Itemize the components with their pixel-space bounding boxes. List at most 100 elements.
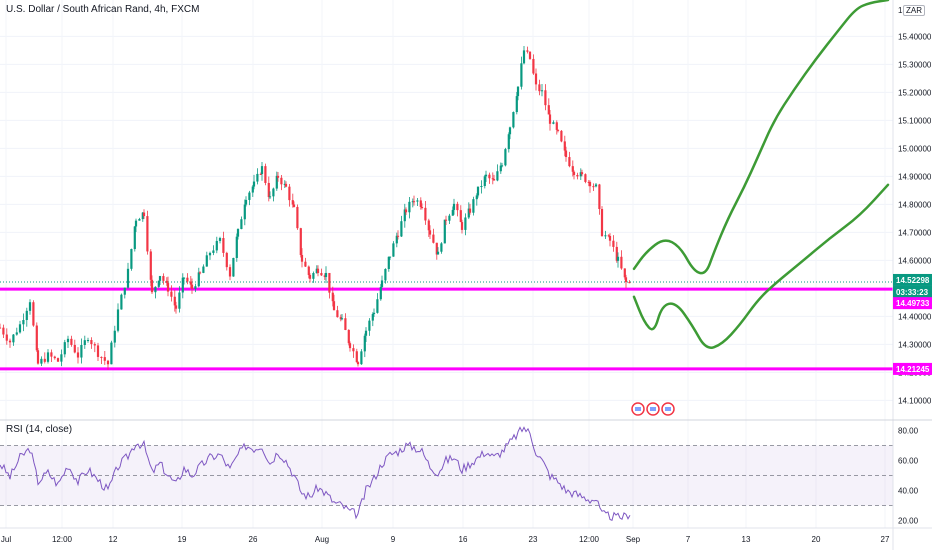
candle-body bbox=[36, 350, 40, 364]
candle-body bbox=[283, 183, 286, 185]
candle-body bbox=[380, 280, 384, 288]
event-badges bbox=[631, 402, 675, 416]
candle-body bbox=[347, 329, 350, 344]
candle-body bbox=[592, 186, 595, 188]
time-tick-label: 27 bbox=[881, 535, 890, 544]
candle-body bbox=[174, 305, 178, 309]
candle-body bbox=[252, 181, 256, 187]
candle-body bbox=[248, 192, 251, 200]
candle-body bbox=[356, 362, 360, 365]
candle-body bbox=[555, 122, 558, 130]
candle-body bbox=[222, 238, 225, 253]
price-tick-label: 14.80000 bbox=[898, 200, 932, 209]
currency-badge[interactable]: ZAR bbox=[903, 5, 925, 16]
candle-body bbox=[538, 84, 541, 92]
candle-body bbox=[215, 240, 218, 251]
candle-body bbox=[624, 277, 628, 283]
candle-body bbox=[149, 251, 152, 280]
candle-body bbox=[371, 314, 374, 321]
time-tick-label: 26 bbox=[249, 535, 258, 544]
candle-body bbox=[363, 335, 366, 352]
candle-body bbox=[307, 266, 310, 275]
time-tick-label: Jul bbox=[1, 535, 11, 544]
level-label-lower: 14.21245 bbox=[896, 365, 930, 374]
candle-body bbox=[403, 209, 406, 222]
last-price-label-bg bbox=[893, 273, 932, 286]
projection-curve-2 bbox=[632, 183, 890, 349]
candle-body bbox=[400, 221, 403, 237]
last-price-label: 14.52298 bbox=[896, 276, 930, 285]
candle-body bbox=[198, 272, 202, 274]
candle-body bbox=[154, 286, 157, 293]
candle-body bbox=[60, 354, 63, 362]
candle-body bbox=[324, 272, 328, 278]
candle-body bbox=[515, 96, 518, 113]
candle-body bbox=[100, 356, 103, 358]
candle-body bbox=[432, 234, 435, 243]
candle-body bbox=[150, 279, 154, 293]
candle-body bbox=[456, 203, 459, 211]
candle-body bbox=[564, 150, 568, 158]
candle-body bbox=[157, 280, 160, 287]
candle-body bbox=[435, 242, 438, 255]
candle-body bbox=[464, 217, 467, 230]
candle-body bbox=[588, 182, 592, 187]
candle-body bbox=[344, 318, 347, 330]
candle-body bbox=[308, 274, 312, 279]
candle-body bbox=[259, 173, 262, 175]
candle-body bbox=[427, 220, 430, 231]
candle-body bbox=[251, 186, 254, 193]
candle-body bbox=[35, 325, 38, 351]
candle-body bbox=[604, 235, 607, 237]
price-labels: 14.52298 03:33:23 14.49733 14.21245 bbox=[893, 273, 932, 375]
candle-body bbox=[556, 129, 560, 131]
candle-body bbox=[372, 312, 376, 315]
candle-body bbox=[18, 324, 22, 333]
countdown-label: 03:33:23 bbox=[896, 288, 929, 297]
candle-body bbox=[384, 268, 387, 281]
candle-body bbox=[80, 345, 83, 358]
candle-body bbox=[8, 340, 12, 343]
candle-body bbox=[534, 73, 538, 85]
candle-body bbox=[312, 273, 315, 279]
candle-body bbox=[612, 240, 615, 247]
candle-body bbox=[126, 268, 130, 288]
candle-body bbox=[331, 292, 334, 302]
time-tick-label: 16 bbox=[459, 535, 468, 544]
candle-body bbox=[113, 330, 116, 343]
rsi-pane bbox=[0, 426, 893, 522]
candle-body bbox=[142, 212, 146, 217]
time-tick-label: Sep bbox=[626, 535, 641, 544]
candle-body bbox=[123, 287, 126, 295]
candle-body bbox=[387, 256, 390, 269]
candle-body bbox=[628, 282, 631, 284]
candle-body bbox=[452, 203, 456, 210]
candle-body bbox=[86, 339, 90, 341]
candle-body bbox=[379, 287, 382, 300]
time-tick-label: Aug bbox=[315, 535, 329, 544]
candle-body bbox=[404, 209, 408, 213]
candle-body bbox=[392, 243, 395, 257]
level-label-upper: 14.49733 bbox=[896, 299, 930, 308]
candle-body bbox=[364, 330, 368, 336]
countdown-label-bg bbox=[893, 285, 932, 298]
candle-body bbox=[15, 332, 18, 335]
candle-body bbox=[451, 209, 454, 216]
candle-body bbox=[272, 188, 275, 197]
candle-body bbox=[165, 280, 168, 283]
candle-body bbox=[133, 226, 136, 250]
candle-body bbox=[416, 200, 419, 202]
time-tick-label: 12:00 bbox=[52, 535, 73, 544]
candle-body bbox=[568, 157, 571, 167]
price-tick-label: 14.10000 bbox=[898, 396, 932, 405]
candle-body bbox=[584, 174, 587, 182]
candle-body bbox=[205, 255, 208, 267]
candle-body bbox=[492, 179, 496, 181]
candle-body bbox=[467, 208, 470, 218]
candle-body bbox=[212, 250, 215, 253]
candle-body bbox=[260, 166, 264, 174]
candle-body bbox=[388, 256, 392, 258]
candle-body bbox=[256, 173, 259, 182]
